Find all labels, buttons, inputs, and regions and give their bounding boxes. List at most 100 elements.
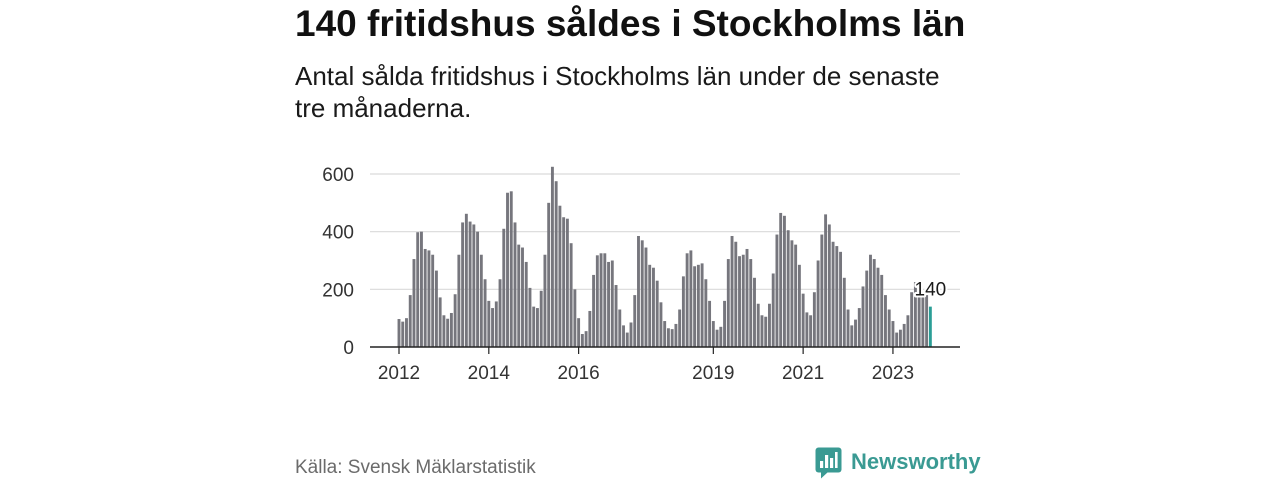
bar bbox=[491, 308, 494, 347]
bar bbox=[468, 221, 472, 347]
bar bbox=[648, 264, 652, 347]
bar bbox=[423, 248, 427, 347]
bar bbox=[453, 294, 457, 347]
bar bbox=[895, 332, 899, 347]
bar bbox=[820, 234, 824, 347]
bar bbox=[427, 250, 431, 347]
bar-chart: 0 200 400 600 2012 2014 2016 2019 2021 2023 140 bbox=[322, 165, 960, 384]
bar bbox=[405, 318, 408, 347]
bar bbox=[775, 234, 779, 347]
bar bbox=[577, 318, 581, 347]
bar bbox=[652, 267, 655, 347]
bar bbox=[782, 215, 786, 347]
bar bbox=[573, 289, 577, 347]
bar bbox=[764, 316, 768, 347]
bar bbox=[434, 270, 438, 347]
bar bbox=[902, 323, 906, 347]
bar bbox=[607, 261, 610, 347]
bar bbox=[700, 263, 704, 347]
bar bbox=[595, 255, 599, 347]
bar bbox=[640, 240, 644, 347]
bar bbox=[637, 235, 640, 347]
bar bbox=[696, 264, 700, 347]
bar bbox=[779, 212, 783, 347]
bar bbox=[502, 228, 506, 347]
y-tick-label: 0 bbox=[343, 338, 354, 359]
bar bbox=[644, 247, 648, 347]
bar bbox=[401, 321, 405, 347]
bar bbox=[842, 277, 846, 347]
bar bbox=[921, 293, 925, 347]
bar bbox=[569, 243, 573, 347]
bar bbox=[629, 322, 633, 347]
bar bbox=[719, 326, 723, 347]
bar bbox=[869, 254, 872, 347]
bar bbox=[708, 300, 712, 347]
bar bbox=[599, 253, 603, 347]
bar bbox=[412, 259, 416, 347]
bar bbox=[854, 319, 857, 347]
bar bbox=[910, 292, 914, 347]
bar bbox=[461, 222, 465, 347]
bar bbox=[738, 256, 741, 347]
bar bbox=[913, 282, 917, 348]
highlighted-bar bbox=[928, 306, 932, 347]
bar bbox=[809, 315, 813, 347]
bar bbox=[771, 273, 775, 347]
bar bbox=[824, 214, 828, 347]
bar bbox=[524, 261, 528, 347]
bar bbox=[734, 241, 738, 347]
bar bbox=[562, 217, 566, 347]
bar bbox=[689, 250, 693, 347]
bar bbox=[517, 244, 521, 347]
bar bbox=[872, 259, 876, 347]
bar bbox=[805, 312, 809, 347]
chart-title: 140 fritidshus såldes i Stockholms län bbox=[295, 3, 966, 44]
newsworthy-logo-icon bbox=[815, 447, 842, 479]
source-credit: Källa: Svensk Mäklarstatistik bbox=[295, 457, 536, 478]
bar bbox=[880, 274, 884, 347]
bar bbox=[565, 218, 569, 347]
y-tick-label: 400 bbox=[322, 223, 354, 244]
y-tick-label: 600 bbox=[322, 165, 354, 186]
bar bbox=[476, 231, 480, 347]
bar bbox=[865, 270, 869, 347]
bar bbox=[547, 202, 551, 347]
bar bbox=[521, 247, 524, 347]
bar bbox=[846, 309, 850, 347]
bar bbox=[898, 329, 902, 347]
last-value-label: 140 bbox=[915, 280, 947, 301]
bar bbox=[431, 254, 435, 347]
bar bbox=[487, 300, 491, 347]
bar bbox=[827, 224, 831, 347]
bar bbox=[801, 293, 805, 347]
bar bbox=[655, 280, 659, 347]
bar bbox=[603, 253, 607, 347]
newsworthy-logo[interactable]: Newsworthy bbox=[815, 446, 983, 480]
bar bbox=[790, 240, 794, 347]
bar bbox=[528, 287, 532, 347]
bar bbox=[584, 331, 588, 347]
bar bbox=[681, 276, 685, 347]
x-tick-label: 2012 bbox=[378, 363, 420, 384]
bar bbox=[550, 166, 554, 347]
bar bbox=[726, 259, 730, 347]
bar bbox=[622, 325, 625, 348]
bar bbox=[625, 332, 629, 347]
bar bbox=[816, 260, 820, 347]
bar bbox=[509, 191, 513, 347]
bar bbox=[704, 279, 708, 347]
bar bbox=[723, 300, 726, 347]
bar bbox=[756, 303, 760, 347]
bar bbox=[536, 308, 539, 347]
bar bbox=[610, 260, 614, 347]
bar bbox=[839, 251, 843, 347]
bar bbox=[715, 329, 719, 347]
chart-subtitle: Antal sålda fritidshus i Stockholms län … bbox=[295, 61, 940, 123]
bar bbox=[876, 267, 880, 347]
bar bbox=[483, 279, 487, 347]
bar bbox=[749, 259, 753, 347]
bar bbox=[446, 318, 450, 347]
bar bbox=[685, 253, 689, 347]
bar bbox=[457, 254, 461, 347]
